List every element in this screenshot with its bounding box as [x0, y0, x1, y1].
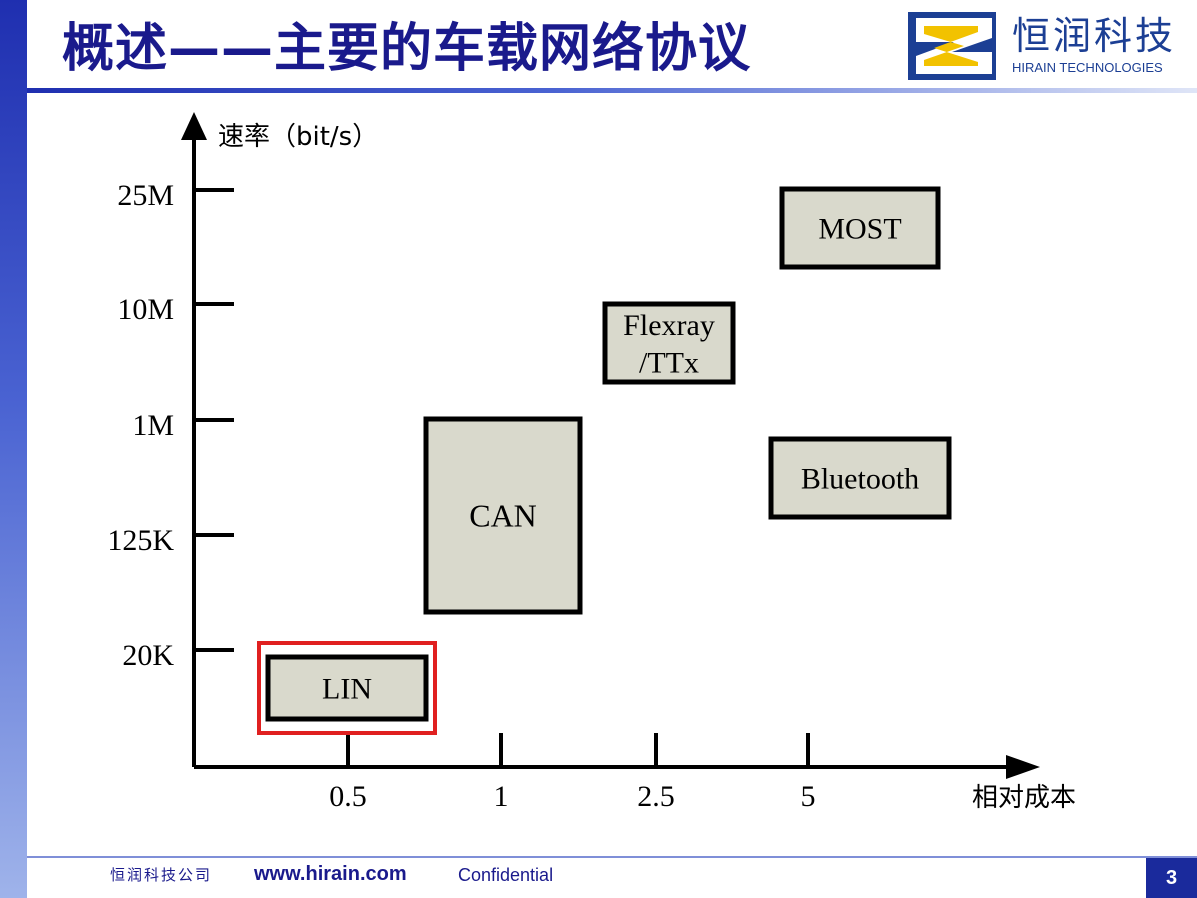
y-tick-label: 1M	[132, 409, 174, 442]
left-accent-bar	[0, 0, 27, 898]
protocol-box-flexrayttx	[602, 301, 736, 385]
footer-confidential: Confidential	[458, 865, 554, 885]
footer-company: 恒润科技公司	[110, 866, 213, 884]
y-tick-label: 10M	[117, 293, 174, 326]
protocol-box-can	[423, 416, 583, 615]
y-tick-label: 25M	[117, 179, 174, 212]
x-tick-label: 0.5	[329, 780, 367, 813]
slide-title: 概述——主要的车载网络协议	[62, 19, 752, 79]
protocol-label-flexrayttx: Flexray/TTx	[623, 309, 715, 380]
protocol-box-bluetooth	[768, 436, 952, 520]
title-underline	[27, 88, 1197, 93]
logo-name-en: HIRAIN TECHNOLOGIES	[1012, 60, 1163, 75]
hirain-logo-icon	[908, 12, 996, 80]
x-tick-label: 2.5	[637, 780, 675, 813]
page-number: 3	[1146, 858, 1197, 898]
x-tick-label: 1	[494, 780, 509, 813]
protocol-label-lin: LIN	[322, 673, 372, 706]
x-tick-label: 5	[801, 780, 816, 813]
highlight-frame	[257, 641, 437, 735]
y-tick-label: 20K	[122, 639, 174, 672]
protocol-label-bluetooth: Bluetooth	[801, 463, 919, 496]
x-axis-title: 相对成本	[972, 783, 1076, 813]
footer-url-link[interactable]: www.hirain.com	[254, 863, 407, 885]
footer-divider	[27, 856, 1197, 858]
y-axis-arrow	[181, 112, 207, 140]
x-axis-arrow	[1006, 755, 1040, 779]
protocol-label-most: MOST	[818, 213, 901, 246]
y-axis-title: 速率（bit/s）	[218, 122, 378, 152]
company-logo: 恒润科技 HIRAIN TECHNOLOGIES	[908, 12, 1193, 82]
y-tick-label: 125K	[107, 524, 174, 557]
logo-name-cn: 恒润科技	[1012, 14, 1177, 58]
protocol-box-most	[779, 186, 941, 270]
protocol-box-lin	[265, 654, 429, 722]
protocol-label-can: CAN	[469, 498, 537, 534]
